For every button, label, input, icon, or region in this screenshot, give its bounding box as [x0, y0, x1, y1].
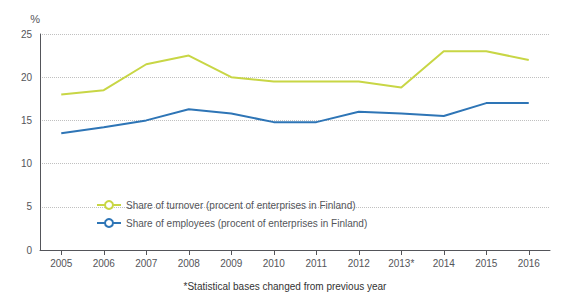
svg-text:2008: 2008 [178, 258, 201, 269]
svg-text:2011: 2011 [305, 258, 327, 269]
svg-text:0: 0 [26, 245, 32, 256]
svg-text:25: 25 [21, 29, 33, 40]
svg-text:2014: 2014 [433, 258, 456, 269]
svg-text:2007: 2007 [135, 258, 158, 269]
svg-text:20: 20 [21, 72, 33, 83]
svg-text:2015: 2015 [475, 258, 498, 269]
svg-text:10: 10 [21, 158, 33, 169]
svg-text:5: 5 [26, 201, 32, 212]
svg-text:2006: 2006 [93, 258, 116, 269]
svg-text:2013*: 2013* [388, 258, 414, 269]
svg-text:2005: 2005 [50, 258, 73, 269]
svg-text:15: 15 [21, 115, 33, 126]
svg-text:*Statistical bases changed fro: *Statistical bases changed from previous… [184, 281, 388, 292]
svg-text:Share of turnover (procent of: Share of turnover (procent of enterprise… [126, 200, 356, 211]
svg-text:Share of employees (procent of: Share of employees (procent of enterpris… [126, 218, 367, 229]
svg-text:2016: 2016 [518, 258, 541, 269]
svg-text:2009: 2009 [220, 258, 243, 269]
svg-text:2010: 2010 [263, 258, 286, 269]
svg-text:%: % [30, 13, 40, 25]
svg-text:2012: 2012 [348, 258, 371, 269]
